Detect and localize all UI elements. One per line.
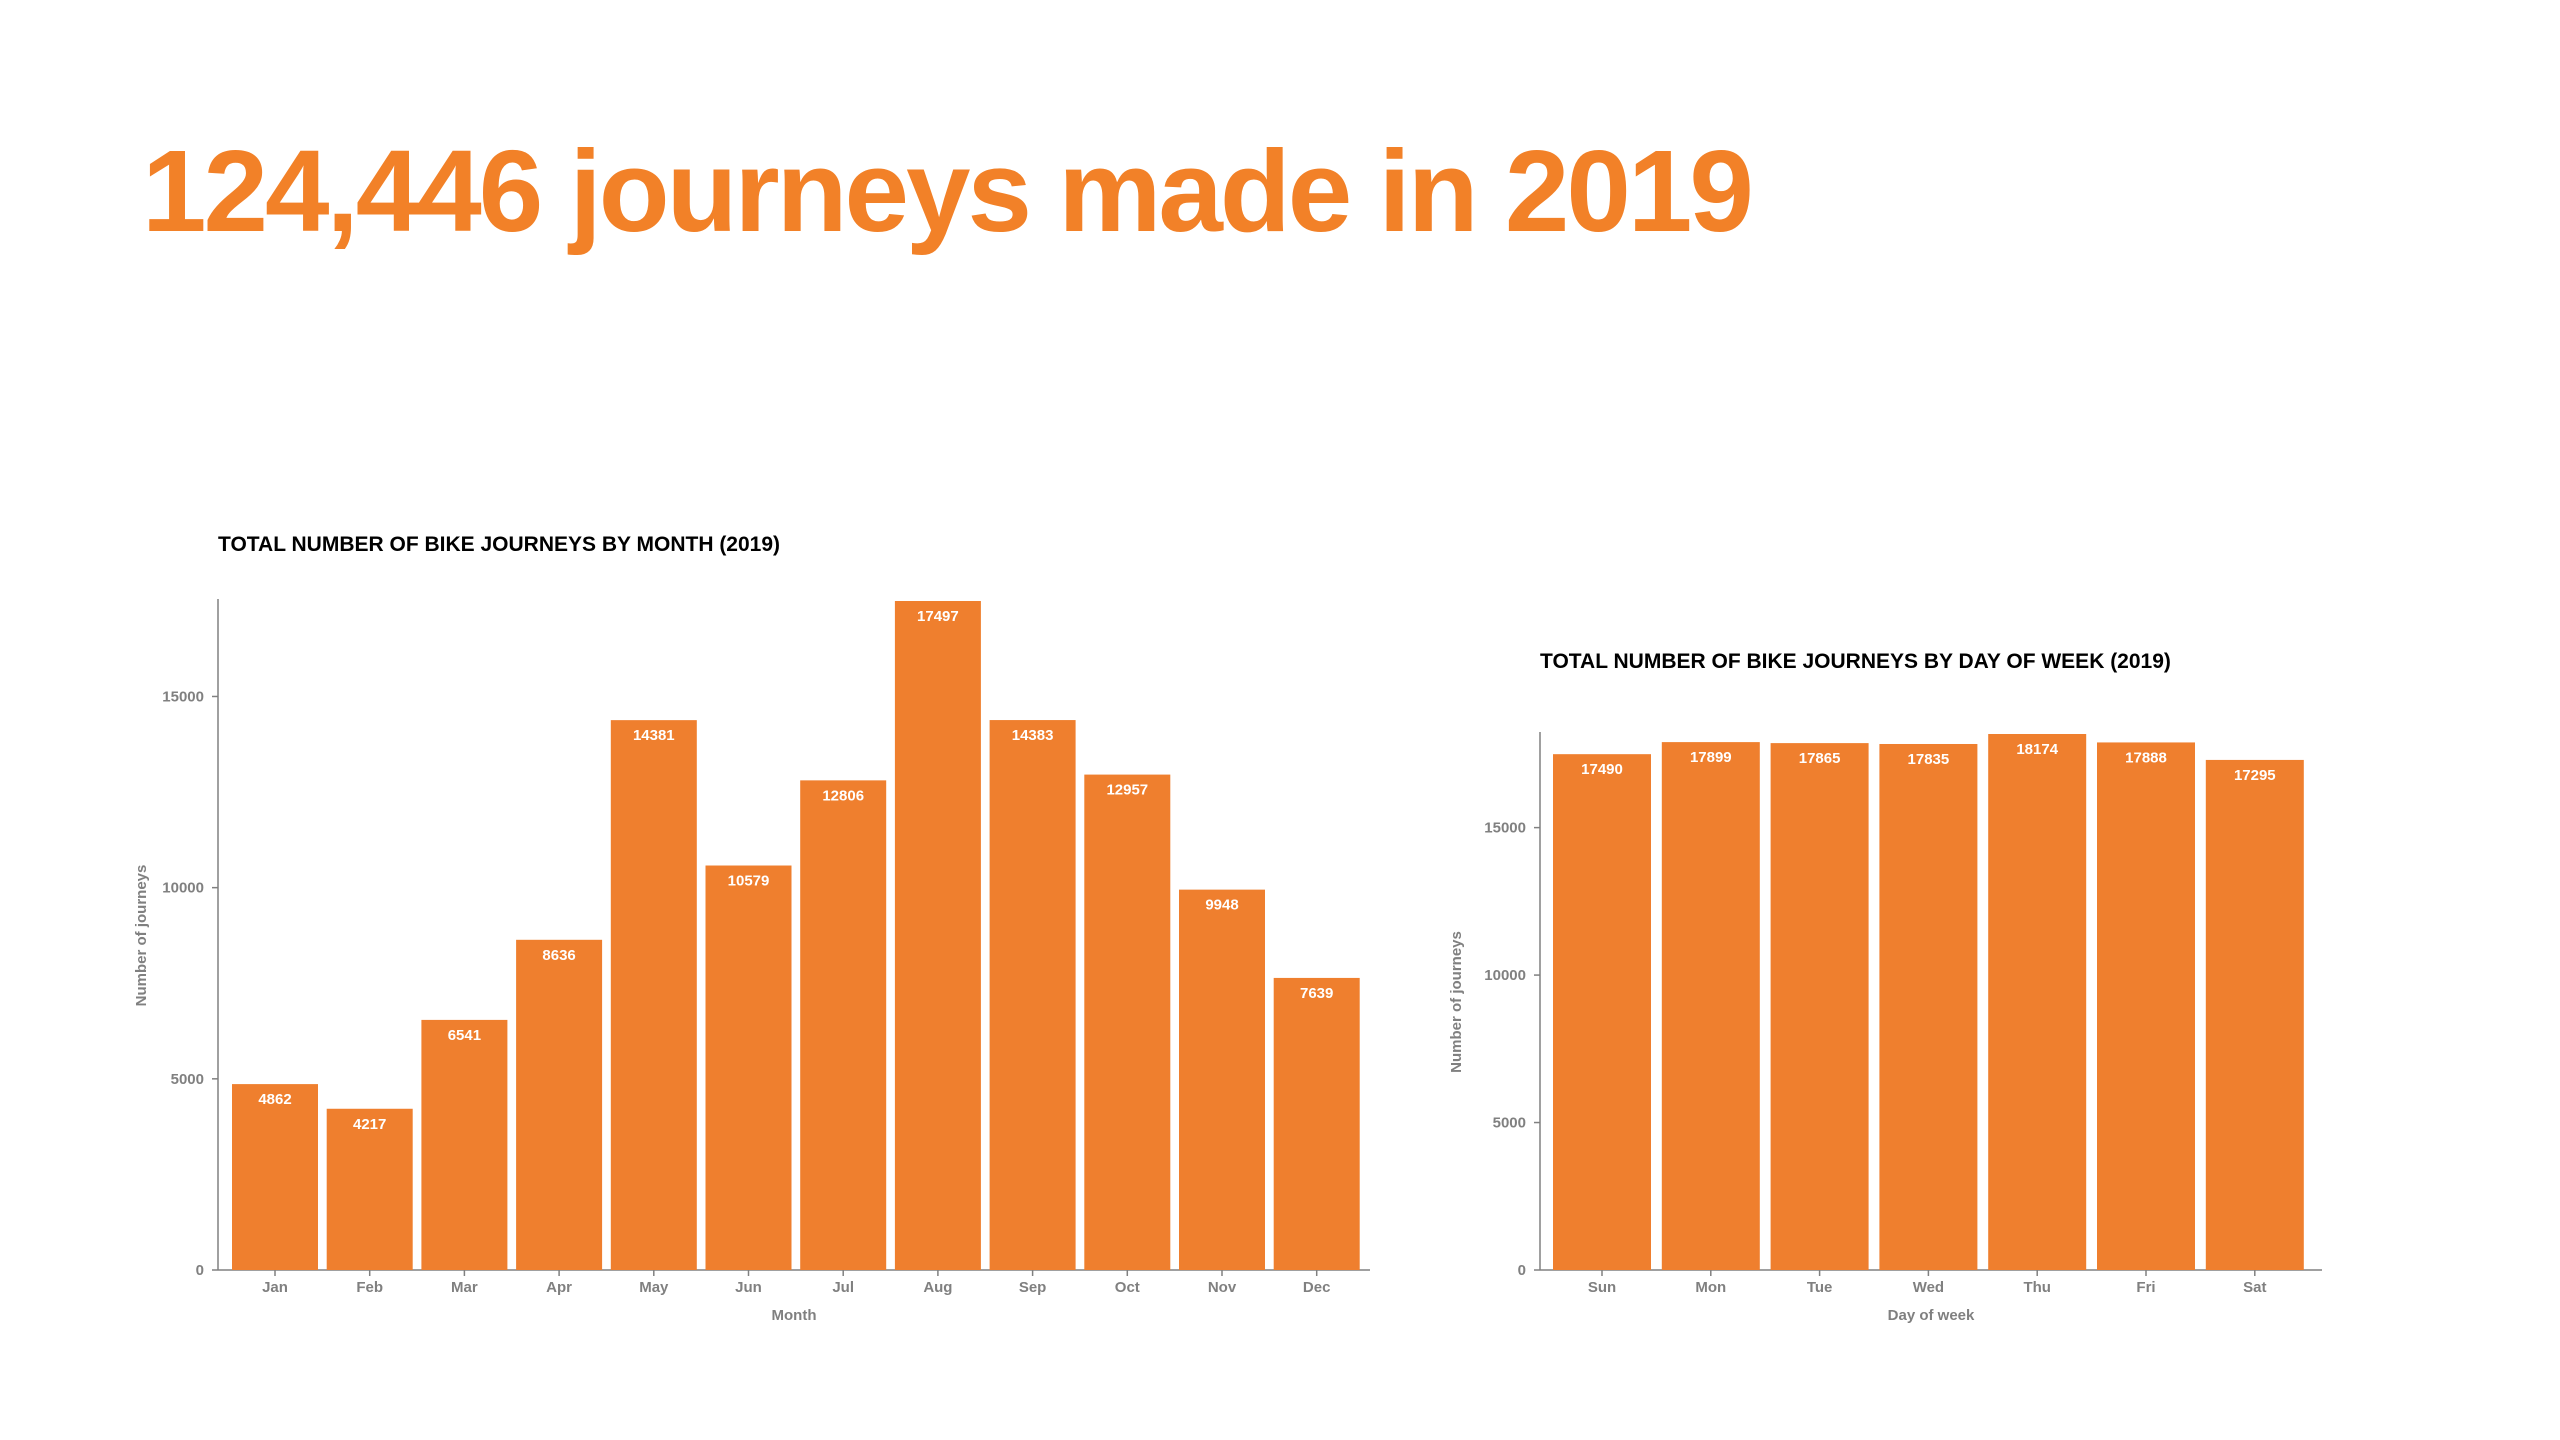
month-bar-apr xyxy=(516,939,603,1270)
week-x-tick-label: Sat xyxy=(2243,1279,2266,1296)
month-bar-value-label: 8636 xyxy=(542,947,575,964)
month-bar-mar xyxy=(421,1019,508,1270)
weekday-chart-title: TOTAL NUMBER OF BIKE JOURNEYS BY DAY OF … xyxy=(1540,650,2171,673)
week-bar-tue xyxy=(1770,743,1869,1270)
week-bar-value-label: 17899 xyxy=(1690,749,1732,766)
week-bar-value-label: 18174 xyxy=(2016,741,2058,758)
month-bar-sep xyxy=(989,720,1076,1270)
month-bar-jul xyxy=(800,780,887,1270)
month-bar-value-label: 14383 xyxy=(1012,727,1054,744)
month-bar-value-label: 14381 xyxy=(633,727,675,744)
monthly-journeys-bar-chart: 0 5000 10000 15000 4862 Jan 4217 Feb 6541 Mar 8636… xyxy=(133,599,1370,1324)
month-x-tick-label: Apr xyxy=(546,1279,572,1296)
week-x-tick-label: Fri xyxy=(2136,1279,2155,1296)
week-y-tick-label: 10000 xyxy=(1484,967,1526,984)
week-x-tick-label: Mon xyxy=(1695,1279,1726,1296)
week-y-tick-label: 5000 xyxy=(1493,1115,1526,1132)
week-bar-wed xyxy=(1879,743,1978,1270)
week-bar-value-label: 17295 xyxy=(2234,767,2276,784)
month-y-axis-title: Number of journeys xyxy=(133,865,150,1007)
month-x-tick-label: Jul xyxy=(832,1279,854,1296)
month-bar-oct xyxy=(1084,774,1171,1270)
month-x-tick-label: Dec xyxy=(1303,1279,1331,1296)
month-bar-value-label: 7639 xyxy=(1300,985,1333,1002)
month-x-tick-label: Oct xyxy=(1115,1279,1140,1296)
week-y-tick-label: 15000 xyxy=(1484,820,1526,837)
month-bar-value-label: 17497 xyxy=(917,608,959,625)
month-bar-feb xyxy=(326,1108,413,1270)
month-x-tick-label: Nov xyxy=(1208,1279,1237,1296)
page-headline: 124,446 journeys made in 2019 xyxy=(142,126,1754,256)
month-x-tick-label: Jan xyxy=(262,1279,288,1296)
week-bar-value-label: 17865 xyxy=(1799,750,1841,767)
month-bar-jan xyxy=(232,1084,318,1270)
week-bar-value-label: 17888 xyxy=(2125,749,2167,766)
month-bar-value-label: 4217 xyxy=(353,1116,386,1133)
week-x-tick-label: Tue xyxy=(1807,1279,1833,1296)
week-bar-value-label: 17490 xyxy=(1581,761,1623,778)
month-x-axis-title: Month xyxy=(772,1307,817,1324)
week-bar-thu xyxy=(1988,734,2087,1270)
week-bar-mon xyxy=(1661,742,1760,1270)
month-y-tick-label: 15000 xyxy=(162,688,204,705)
week-bar-sun xyxy=(1553,754,1651,1270)
month-x-tick-label: Aug xyxy=(923,1279,952,1296)
month-y-tick-label: 5000 xyxy=(171,1071,204,1088)
month-bar-value-label: 4862 xyxy=(258,1091,291,1108)
month-bar-value-label: 10579 xyxy=(728,873,770,890)
week-x-tick-label: Wed xyxy=(1913,1279,1944,1296)
month-y-tick-label: 10000 xyxy=(162,880,204,897)
month-x-tick-label: Jun xyxy=(735,1279,762,1296)
week-x-axis-title: Day of week xyxy=(1888,1307,1975,1324)
week-bar-sat xyxy=(2205,759,2304,1270)
week-y-axis-title: Number of journeys xyxy=(1448,931,1465,1073)
month-bar-jun xyxy=(705,865,792,1270)
month-bar-value-label: 12806 xyxy=(822,787,864,804)
month-bar-value-label: 9948 xyxy=(1205,897,1238,914)
week-y-tick-label: 0 xyxy=(1518,1262,1526,1279)
month-y-tick-label: 0 xyxy=(196,1262,204,1279)
week-bar-value-label: 17835 xyxy=(1908,751,1950,768)
week-x-tick-label: Sun xyxy=(1588,1279,1616,1296)
month-bar-aug xyxy=(894,601,981,1270)
month-x-tick-label: May xyxy=(639,1279,669,1296)
month-bar-may xyxy=(610,720,697,1270)
month-bar-nov xyxy=(1179,889,1265,1270)
month-bar-dec xyxy=(1273,977,1360,1270)
weekday-journeys-bar-chart: 0 5000 10000 15000 17490 Sun 17899 Mon 17865 Tue 1… xyxy=(1448,732,2322,1324)
week-x-tick-label: Thu xyxy=(2023,1279,2051,1296)
month-x-tick-label: Mar xyxy=(451,1279,478,1296)
week-bar-fri xyxy=(2097,742,2195,1270)
month-bar-value-label: 6541 xyxy=(448,1027,481,1044)
month-x-tick-label: Feb xyxy=(356,1279,383,1296)
monthly-chart-title: TOTAL NUMBER OF BIKE JOURNEYS BY MONTH (… xyxy=(218,533,781,556)
month-bar-value-label: 12957 xyxy=(1106,782,1148,799)
month-x-tick-label: Sep xyxy=(1019,1279,1047,1296)
